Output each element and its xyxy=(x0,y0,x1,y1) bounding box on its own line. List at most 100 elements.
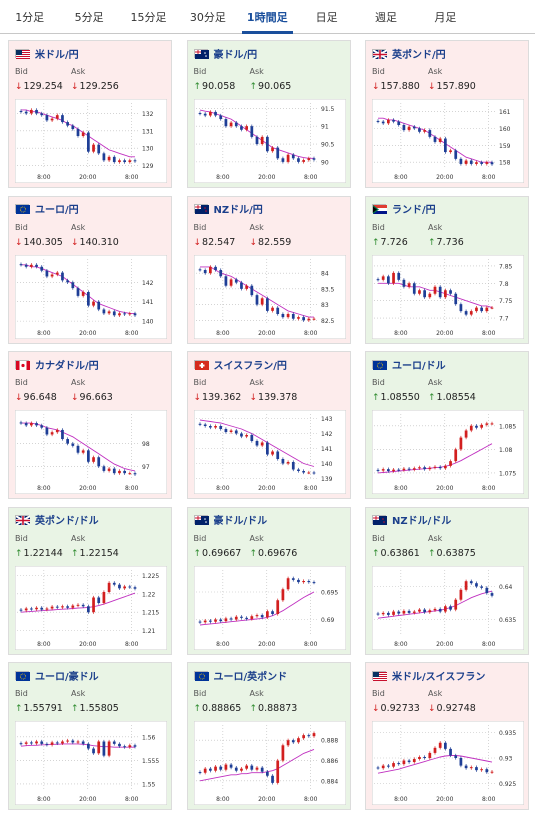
candle-body xyxy=(270,307,274,311)
candle-body xyxy=(244,765,248,769)
candle-body xyxy=(239,126,243,130)
price-chart[interactable]: 1.56 1.555 1.55 8:00 20:00 8:00 xyxy=(15,721,167,805)
candle-body xyxy=(490,592,494,596)
tab-8[interactable]: 月足 xyxy=(434,11,457,24)
pair-title[interactable]: カナダドル/円 xyxy=(15,356,99,372)
price-chart[interactable]: 0.695 0.69 8:00 20:00 8:00 xyxy=(193,565,346,650)
rate-card[interactable]: NZドル/円 Bid Ask ↓82.547 ↓82.559 84 83.5 83 82.5 8:… xyxy=(186,195,351,344)
candle-body xyxy=(218,115,222,120)
candle-body xyxy=(464,430,468,438)
rate-card[interactable]: 米ドル/スイスフラン Bid Ask ↓0.92733 ↓0.92748 0.935 0.9… xyxy=(365,662,529,810)
candle-body xyxy=(118,312,121,315)
candle-body xyxy=(464,765,468,769)
candle-body xyxy=(249,435,253,441)
rate-card[interactable]: 豪ドル/円 Bid Ask ↑90.058 ↑90.065 91.5 91 90.5 90 8:0… xyxy=(186,40,351,188)
pair-title[interactable]: 英ポンド/円 xyxy=(372,45,446,61)
pair-title[interactable]: ユーロ/ドル xyxy=(372,356,446,372)
pair-title[interactable]: NZドル/円 xyxy=(193,201,263,217)
candle-body xyxy=(270,451,274,455)
candle-body xyxy=(387,469,390,472)
price-chart[interactable]: 84 83.5 83 82.5 8:00 20:00 8:00 xyxy=(193,254,346,339)
arrow-down-icon: ↓ xyxy=(372,704,380,714)
candle-body xyxy=(102,591,106,603)
price-chart[interactable]: 1.085 1.08 1.075 8:00 20:00 8:00 xyxy=(372,410,524,494)
candle-body xyxy=(249,126,253,137)
rate-card[interactable]: ランド/円 Bid Ask ↑7.726 ↑7.736 7.85 7.8 7.75 7.7 8:0… xyxy=(365,195,529,344)
candle-body xyxy=(281,313,284,317)
tab-1[interactable]: 1分足 xyxy=(15,11,45,24)
price-chart[interactable]: 7.85 7.8 7.75 7.7 8:00 20:00 8:00 xyxy=(372,254,524,339)
rate-card[interactable]: ユーロ/豪ドル Bid Ask ↑1.55791 ↑1.55805 1.56 1.555 1.… xyxy=(8,662,172,810)
pair-title[interactable]: 英ポンド/ドル xyxy=(15,512,99,528)
rate-card[interactable]: スイスフラン/円 Bid Ask ↓139.362 ↓139.378 143 142 141 1… xyxy=(186,351,351,499)
pair-title[interactable]: ユーロ/英ポンド xyxy=(193,667,287,683)
ask-number: 96.663 xyxy=(79,392,113,403)
pair-title[interactable]: 豪ドル/円 xyxy=(193,45,257,61)
x-tick-label: 20:00 xyxy=(79,330,96,337)
tab-4[interactable]: 30分足 xyxy=(189,11,226,24)
ask-value: ↑1.55805 xyxy=(71,703,119,714)
rate-card[interactable]: ユーロ/円 Bid Ask ↓140.305 ↓140.310 142 141 140 8:00… xyxy=(8,195,172,344)
x-tick-label: 20:00 xyxy=(79,641,96,648)
ask-number: 0.88873 xyxy=(258,703,298,714)
tab-5[interactable]: 1時間足 xyxy=(238,3,297,34)
candle-body xyxy=(376,278,380,280)
rate-card[interactable]: 米ドル/円 Bid Ask ↓129.254 ↓129.256 132 131 130 129 8… xyxy=(8,40,172,188)
x-tick-label: 8:00 xyxy=(37,330,51,337)
candle-body xyxy=(66,122,69,126)
candle-body xyxy=(275,760,279,783)
tab-2[interactable]: 5分足 xyxy=(74,11,104,24)
candle-body xyxy=(30,264,33,267)
tab-7[interactable]: 週足 xyxy=(375,11,398,24)
candle-body xyxy=(213,266,217,270)
candle-body xyxy=(97,741,101,754)
y-tick-label: 142 xyxy=(142,279,154,286)
candle-body xyxy=(485,423,489,425)
rate-card[interactable]: NZドル/ドル Bid Ask ↑0.63861 ↑0.63875 0.64 0.635 8:… xyxy=(365,506,529,655)
rate-card[interactable]: カナダドル/円 Bid Ask ↓96.648 ↓96.663 98 97 8:00 20:00… xyxy=(8,351,172,499)
pair-title[interactable]: ランド/円 xyxy=(372,201,436,217)
price-chart[interactable]: 0.935 0.93 0.925 8:00 20:00 8:00 xyxy=(372,721,524,805)
pair-title[interactable]: ユーロ/円 xyxy=(15,201,79,217)
pair-title[interactable]: NZドル/ドル xyxy=(372,512,451,528)
candle-body xyxy=(438,742,442,748)
rate-card[interactable]: 英ポンド/円 Bid Ask ↓157.880 ↓157.890 161 160 159 158… xyxy=(365,40,529,188)
tab-3[interactable]: 15分足 xyxy=(130,11,167,24)
candle-body xyxy=(454,599,458,610)
ask-number: 1.08554 xyxy=(436,392,476,403)
candle-body xyxy=(397,272,401,280)
price-chart[interactable]: 143 142 141 140 139 8:00 20:00 8:00 xyxy=(193,410,346,494)
price-chart[interactable]: 0.888 0.886 0.884 8:00 20:00 8:00 xyxy=(193,721,346,805)
pair-title[interactable]: 米ドル/スイスフラン xyxy=(372,667,485,683)
pair-title[interactable]: 豪ドル/ドル xyxy=(193,512,267,528)
pair-title[interactable]: スイスフラン/円 xyxy=(193,356,287,372)
candle-body xyxy=(275,307,279,314)
price-chart[interactable]: 98 97 8:00 20:00 8:00 xyxy=(15,410,167,494)
candle-body xyxy=(19,111,23,113)
pair-title[interactable]: ユーロ/豪ドル xyxy=(15,667,99,683)
pair-title[interactable]: 米ドル/円 xyxy=(15,45,79,61)
arrow-down-icon: ↓ xyxy=(193,237,202,248)
candle-body xyxy=(123,746,126,748)
tab-6[interactable]: 日足 xyxy=(315,11,338,24)
candle-body xyxy=(71,281,75,288)
rate-card[interactable]: ユーロ/ドル Bid Ask ↑1.08550 ↑1.08554 1.085 1.08 1.0… xyxy=(365,351,529,499)
eu-flag-icon xyxy=(372,359,387,370)
candle-body xyxy=(418,289,421,294)
bid-label: Bid xyxy=(193,533,207,543)
rate-card[interactable]: 豪ドル/ドル Bid Ask ↑0.69667 ↑0.69676 0.695 0.69 8:0… xyxy=(186,506,351,655)
candle-body xyxy=(128,160,132,163)
price-chart[interactable]: 91.5 91 90.5 90 8:00 20:00 8:00 xyxy=(193,99,346,183)
rate-card[interactable]: ユーロ/英ポンド Bid Ask ↑0.88865 ↑0.88873 0.888 0.886… xyxy=(186,662,351,810)
candle-body xyxy=(123,470,126,474)
rate-card[interactable]: 英ポンド/ドル Bid Ask ↑1.22144 ↑1.22154 1.225 1.22 1.… xyxy=(8,506,172,655)
price-chart[interactable]: 0.64 0.635 8:00 20:00 8:00 xyxy=(372,565,524,650)
bid-label: Bid xyxy=(15,689,28,698)
candle-body xyxy=(40,425,44,428)
candle-body xyxy=(291,154,295,159)
candle-body xyxy=(224,429,227,432)
